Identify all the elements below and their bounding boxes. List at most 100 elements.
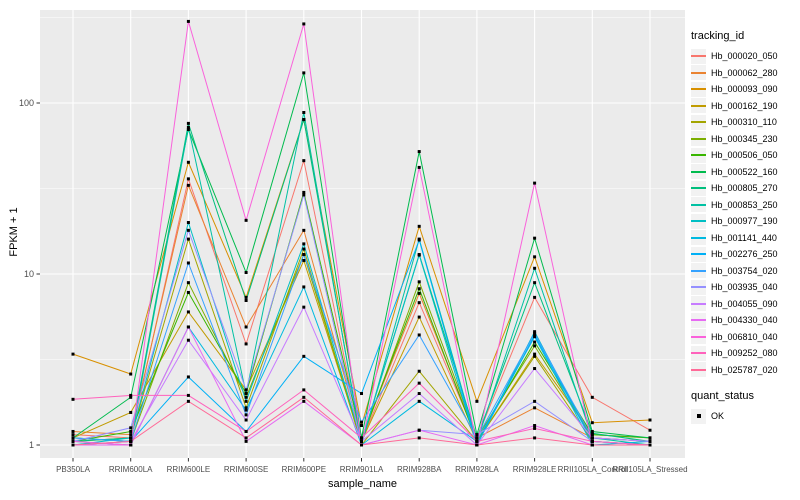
legend-color-line-icon [691, 71, 706, 74]
legend-color-line-icon [691, 55, 706, 58]
data-point [302, 247, 306, 251]
data-point [417, 253, 421, 257]
legend-item-Hb_000977_190: Hb_000977_190 [691, 213, 799, 230]
x-tick-label: RRII105LA_Stressed [612, 465, 687, 474]
data-point [475, 436, 479, 440]
data-point [533, 331, 537, 335]
data-point [417, 165, 421, 169]
legend-color-line-icon [691, 335, 706, 338]
data-point [533, 354, 537, 358]
legend-item-Hb_003935_040: Hb_003935_040 [691, 279, 799, 296]
data-point [302, 242, 306, 246]
data-point [302, 159, 306, 163]
legend-item-label: Hb_001141_440 [711, 232, 777, 243]
data-point [71, 397, 75, 401]
legend-item-label: OK [711, 411, 725, 422]
legend-key-box [691, 213, 706, 229]
legend-item-Hb_009252_080: Hb_009252_080 [691, 345, 799, 362]
data-point [590, 436, 594, 440]
data-point [244, 408, 248, 412]
legend-item-label: Hb_009252_080 [711, 348, 778, 359]
data-point [533, 436, 537, 440]
legend-item-label: Hb_000093_090 [711, 84, 778, 95]
x-tick-label: RRIM928BA [397, 465, 442, 474]
legend-item-Hb_002276_250: Hb_002276_250 [691, 246, 799, 263]
data-point [244, 429, 248, 433]
legend-key-box [691, 98, 706, 114]
data-point [417, 291, 421, 295]
data-point [533, 367, 537, 371]
data-point [129, 439, 133, 443]
legend-item-label: Hb_000062_280 [711, 67, 778, 78]
x-tick-label: PB350LA [56, 465, 90, 474]
data-point [129, 433, 133, 437]
legend-item-Hb_001141_440: Hb_001141_440 [691, 230, 799, 247]
legend-key-box [691, 345, 706, 361]
legend-color-line-icon [691, 253, 706, 256]
data-point [186, 221, 190, 225]
data-point [533, 426, 537, 430]
data-point [302, 395, 306, 399]
legend-item-label: Hb_025787_020 [711, 364, 778, 375]
data-point [417, 399, 421, 403]
data-point [71, 433, 75, 437]
data-point [475, 439, 479, 443]
data-point [533, 295, 537, 299]
data-point [186, 183, 190, 187]
data-point [129, 443, 133, 447]
data-point [590, 429, 594, 433]
legend-item-Hb_025787_020: Hb_025787_020 [691, 362, 799, 379]
legend-color-line-icon [691, 352, 706, 355]
data-point [244, 392, 248, 396]
data-point [244, 406, 248, 410]
x-tick-label: RRIM901LA [340, 465, 384, 474]
data-point [302, 285, 306, 289]
legend-color-line-icon [691, 269, 706, 272]
data-point [417, 150, 421, 154]
legend-key-box [691, 131, 706, 147]
legend-color-line-icon [691, 170, 706, 173]
legend-title-quant-status: quant_status [691, 390, 754, 402]
data-point [533, 333, 537, 337]
data-point [302, 253, 306, 257]
data-point [71, 436, 75, 440]
data-point [533, 255, 537, 259]
data-point [186, 393, 190, 397]
data-point [186, 261, 190, 265]
legend-item-Hb_000345_230: Hb_000345_230 [691, 131, 799, 148]
ok-square-marker-icon [696, 414, 701, 419]
legend-key-box [691, 362, 706, 378]
data-point [244, 418, 248, 422]
legend-key-box [691, 279, 706, 295]
data-point [129, 372, 133, 376]
x-tick-label: RRIM928LE [513, 465, 557, 474]
legend-key-box [691, 197, 706, 213]
data-point [244, 218, 248, 222]
data-point [417, 428, 421, 432]
data-point [533, 266, 537, 270]
data-point [186, 121, 190, 125]
data-point [417, 315, 421, 319]
legend-title-tracking-id: tracking_id [691, 30, 745, 42]
data-point [129, 395, 133, 399]
data-point [186, 19, 190, 23]
data-point [302, 305, 306, 309]
data-point [417, 287, 421, 291]
legend-color-line-icon [691, 121, 706, 124]
legend-item-label: Hb_003754_020 [711, 265, 778, 276]
x-axis-title: sample_name [327, 478, 398, 490]
data-point [475, 399, 479, 403]
legend-color-line-icon [691, 88, 706, 91]
data-point [244, 395, 248, 399]
data-point [533, 335, 537, 339]
data-point [186, 281, 190, 285]
data-point [302, 193, 306, 197]
data-point [186, 338, 190, 342]
data-point [533, 352, 537, 356]
data-point [302, 118, 306, 122]
data-point [648, 439, 652, 443]
data-point [244, 399, 248, 403]
legend-color-line-icon [691, 236, 706, 239]
legend-key-box [691, 296, 706, 312]
